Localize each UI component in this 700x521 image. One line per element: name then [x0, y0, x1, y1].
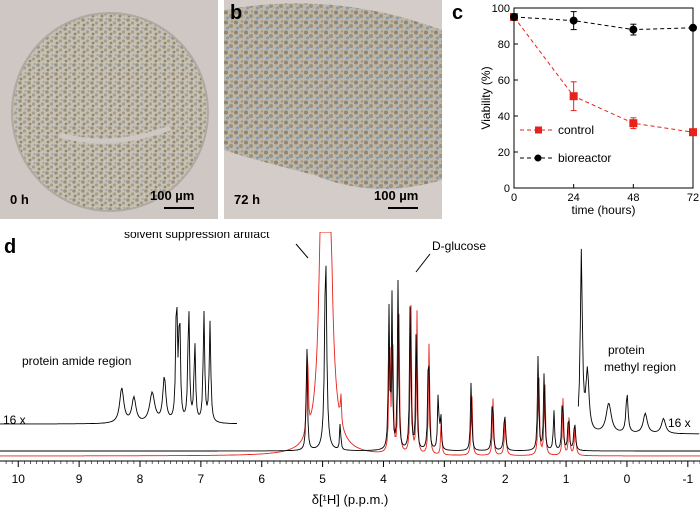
y-tick-label: 40	[498, 111, 510, 123]
spectrum-methyl-zoom	[577, 248, 700, 435]
point-control	[629, 119, 638, 128]
x-tick-label: 4	[380, 472, 387, 486]
time-label-0h: 0 h	[10, 192, 29, 207]
annotation-methyl-line1: protein	[608, 343, 645, 357]
x-tick-label: 10	[12, 472, 26, 486]
spectrum-control	[0, 232, 700, 457]
micrograph-72h	[224, 0, 442, 219]
y-tick-label: 80	[498, 39, 510, 51]
y-tick-label: 0	[504, 183, 510, 195]
annotation-amide: protein amide region	[22, 354, 131, 368]
x-tick-label: 8	[137, 472, 144, 486]
point-bioreactor	[569, 16, 578, 25]
micrograph-72h-image	[224, 0, 442, 219]
x-tick-label: 5	[319, 472, 326, 486]
point-bioreactor	[689, 23, 697, 32]
micrograph-0h	[0, 0, 218, 219]
scale-bar-a	[164, 207, 194, 209]
nmr-spectrum-chart: 10 9 8 7 6 5 4 3 2 1 0 -1δ[¹H] (p.p.m.)solvent supp…	[0, 232, 700, 507]
panel-d-letter: d	[4, 236, 17, 258]
x-axis-label: δ[¹H] (p.p.m.)	[312, 492, 389, 507]
x-tick-label: 0	[624, 472, 631, 486]
x-tick-label: 1	[563, 472, 570, 486]
x-tick-label: 0	[511, 192, 517, 204]
annotation-solvent-arrow	[295, 243, 309, 259]
annotation-zoom-left: 16 x	[3, 413, 26, 427]
x-tick-label: -1	[682, 472, 693, 486]
y-tick-label: 60	[498, 75, 510, 87]
x-tick-label: 7	[198, 472, 205, 486]
point-bioreactor	[510, 13, 518, 21]
spectrum-amide-zoom	[0, 306, 238, 425]
panel-b-letter: b	[230, 2, 243, 24]
panel-c-letter: c	[452, 2, 464, 24]
scale-label-b: 100 µm	[374, 188, 419, 203]
annotation-glucose-arrow	[415, 253, 431, 273]
annotation-solvent: solvent suppression artifact	[124, 232, 270, 241]
x-tick-label: 24	[568, 192, 580, 204]
viability-chart: 0 20 40 60 80 100 0 24 48 72 time (hours) Viability…	[479, 3, 699, 217]
x-tick-label: 6	[258, 472, 265, 486]
point-bioreactor	[629, 25, 638, 34]
x-tick-label: 72	[687, 192, 699, 204]
series-line-bioreactor	[513, 16, 694, 31]
x-tick-label: 3	[441, 472, 448, 486]
time-label-72h: 72 h	[234, 192, 261, 207]
point-control	[569, 92, 578, 101]
y-tick-label: 20	[498, 147, 510, 159]
spectrum-bioreactor	[0, 265, 700, 452]
annotation-zoom-right: 16 x	[668, 416, 691, 430]
x-axis-label: time (hours)	[571, 203, 635, 217]
x-tick-label: 2	[502, 472, 509, 486]
x-tick-label: 9	[76, 472, 83, 486]
plot-frame	[513, 7, 694, 189]
scale-bar-b	[388, 207, 418, 209]
annotation-methyl-line2: methyl region	[604, 360, 676, 374]
point-control	[689, 128, 697, 137]
x-tick-label: 48	[627, 192, 639, 204]
annotation-glucose: D-glucose	[432, 239, 486, 253]
series-line-control	[513, 16, 694, 133]
y-axis-label: Viability (%)	[479, 66, 493, 129]
legend-label-control: control	[558, 123, 594, 137]
micrograph-0h-image	[0, 0, 218, 219]
legend-marker-control	[535, 126, 542, 134]
y-tick-label: 100	[492, 3, 510, 15]
legend-marker-bioreactor	[534, 154, 542, 162]
legend-label-bioreactor: bioreactor	[558, 151, 611, 165]
scale-label-a: 100 µm	[150, 188, 195, 203]
